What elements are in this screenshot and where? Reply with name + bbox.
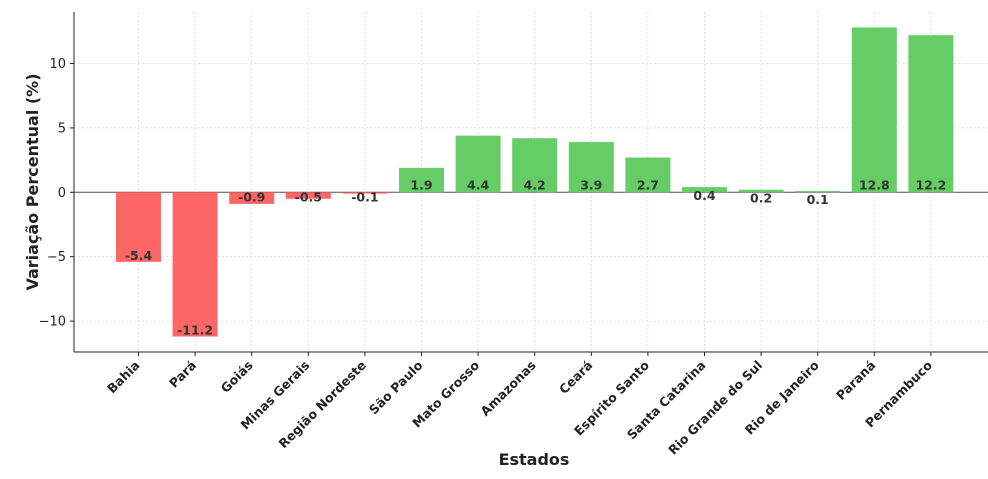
bar-regiao-nordeste: [342, 192, 388, 194]
value-label: -0.1: [351, 189, 378, 204]
bar-sao-paulo: [399, 167, 444, 193]
x-tick-label: São Paulo: [366, 357, 426, 417]
x-tick-label: Rio Grande do Sul: [665, 358, 765, 458]
value-label: -0.5: [295, 189, 322, 204]
value-label: -11.2: [177, 323, 213, 338]
value-label: 12.2: [915, 177, 946, 192]
y-tick-label: 5: [58, 121, 66, 136]
bars-layer: [116, 27, 954, 337]
bar-parana: [851, 27, 897, 193]
bar-goias: [229, 192, 275, 204]
value-label: 0.1: [807, 192, 829, 207]
x-tick-label: Ceará: [556, 358, 595, 397]
bar-santa-catarina: [682, 187, 727, 193]
value-labels-layer: -5.4 -11.2 -0.9 -0.5 -0.1 1.9 4.4 4.2 3.9 2.7 0.4 0…: [125, 177, 946, 337]
value-label: 3.9: [580, 177, 602, 192]
y-ticks-layer: −10 −5 0 5 10: [39, 57, 74, 330]
value-label: 0.4: [693, 188, 715, 203]
x-tick-label: Goiás: [218, 358, 256, 396]
y-tick-label: −5: [47, 250, 66, 265]
axes-layer: [73, 12, 988, 353]
bar-rio-de-janeiro: [795, 191, 841, 193]
value-label: 0.2: [750, 191, 772, 206]
value-label: 1.9: [410, 177, 432, 192]
bar-para: [172, 192, 218, 337]
x-tick-label: Bahia: [104, 358, 143, 397]
bar-rio-grande-do-sul: [738, 189, 784, 193]
y-tick-label: −10: [39, 315, 66, 330]
bar-mato-grosso: [455, 135, 501, 193]
x-tick-label: Amazonas: [477, 358, 538, 419]
value-label: 4.2: [524, 177, 546, 192]
bar-amazonas: [512, 138, 558, 193]
bar-pernambuco: [908, 35, 954, 193]
x-axis-title: Estados: [499, 450, 570, 469]
y-tick-label: 0: [58, 186, 66, 201]
value-label: -0.9: [238, 189, 265, 204]
bar-espirito-santo: [625, 157, 671, 193]
x-tick-label: Paraná: [833, 358, 878, 403]
value-label: -5.4: [125, 248, 153, 263]
y-axis-title: Variação Percentual (%): [23, 73, 42, 290]
value-label: 2.7: [637, 177, 659, 192]
value-label: 4.4: [467, 177, 489, 192]
bar-minas-gerais: [285, 192, 331, 199]
x-tick-label: Pará: [166, 358, 199, 391]
y-tick-label: 10: [49, 57, 66, 72]
value-label: 12.8: [859, 177, 890, 192]
bar-bahia: [116, 192, 161, 262]
bar-ceara: [568, 142, 614, 193]
